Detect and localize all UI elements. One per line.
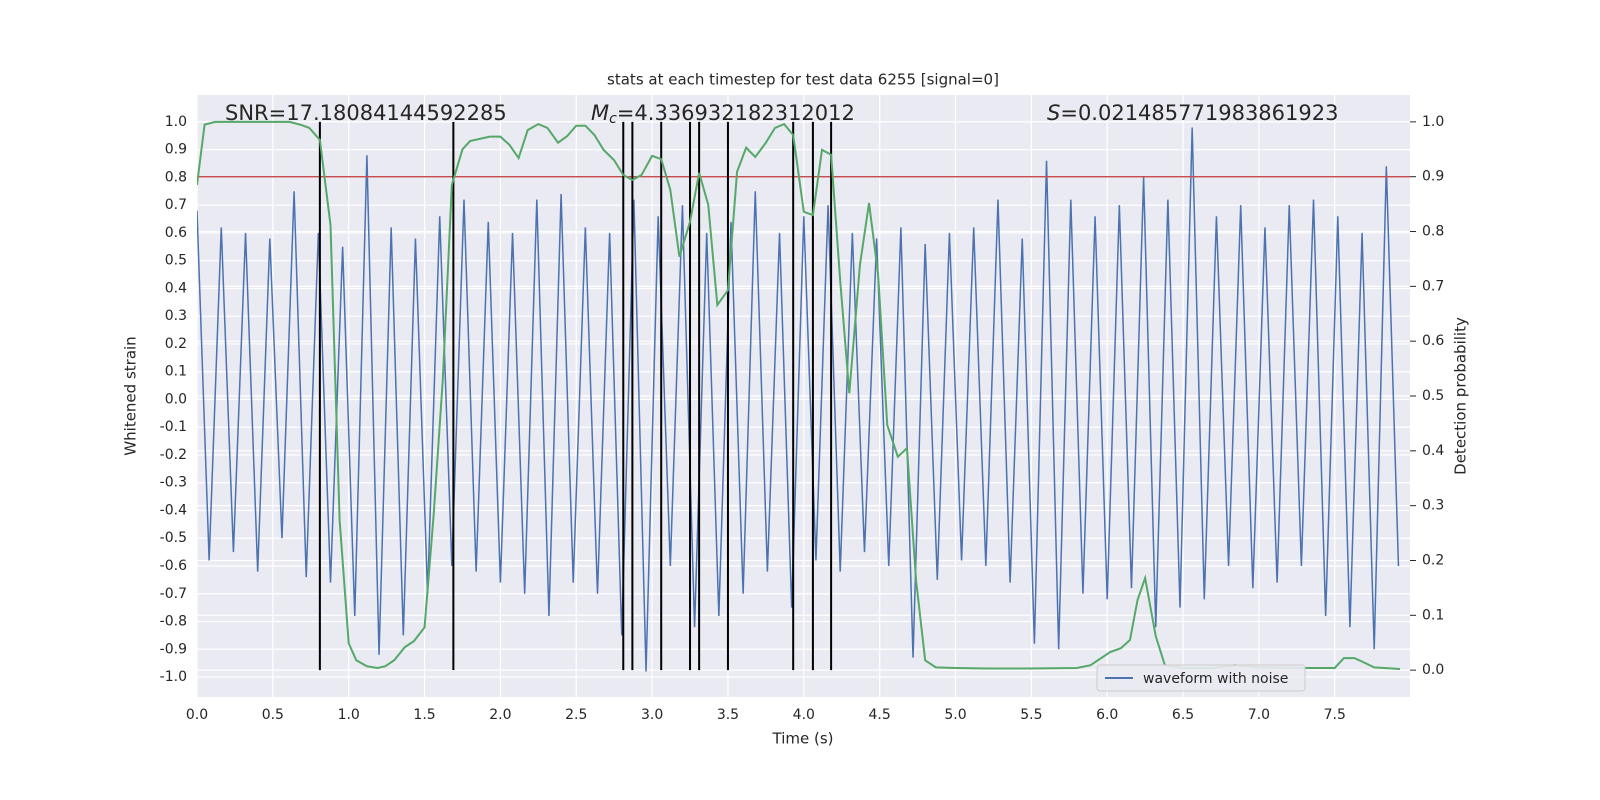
y-tick-label: -0.5 xyxy=(160,530,187,546)
x-tick-label: 6.0 xyxy=(1096,707,1118,723)
y-tick-label: 0.1 xyxy=(165,364,187,380)
y-tick-label: 0.5 xyxy=(165,253,187,269)
y-tick-label: -0.4 xyxy=(160,502,187,518)
annotation-symbol: M xyxy=(591,101,609,125)
y2-tick-label: 0.3 xyxy=(1422,498,1444,514)
y-tick-label: 0.9 xyxy=(165,142,187,158)
y-tick-label: 0.3 xyxy=(165,308,187,324)
x-tick-label: 0.0 xyxy=(186,707,208,723)
x-tick-label: 4.5 xyxy=(869,707,891,723)
x-tick-label: 4.0 xyxy=(793,707,815,723)
y2-tick-label: 0.4 xyxy=(1422,443,1444,459)
annotation: S=0.021485771983861923 xyxy=(1047,101,1338,125)
y-axis-label: Whitened strain xyxy=(122,336,140,455)
y-tick-label: -0.3 xyxy=(160,475,187,491)
y2-axis-label: Detection probability xyxy=(1452,317,1470,475)
x-tick-label: 3.5 xyxy=(717,707,739,723)
x-axis-label: Time (s) xyxy=(772,730,834,748)
y2-tick-label: 0.7 xyxy=(1422,278,1444,294)
legend-label: waveform with noise xyxy=(1143,671,1288,687)
x-tick-label: 0.5 xyxy=(262,707,284,723)
x-tick-label: 1.5 xyxy=(413,707,435,723)
y2-tick-label: 0.8 xyxy=(1422,224,1444,240)
x-tick-label: 3.0 xyxy=(641,707,663,723)
legend: waveform with noise xyxy=(1096,664,1306,692)
y2-tick-label: 0.1 xyxy=(1422,607,1444,623)
y-tick-label: -1.0 xyxy=(160,669,187,685)
y-tick-label: 0.4 xyxy=(165,280,187,296)
probability-line xyxy=(197,120,1401,671)
y-tick-label: -0.7 xyxy=(160,586,187,602)
y-tick-label: 0.0 xyxy=(165,391,187,407)
x-tick-label: 7.0 xyxy=(1248,707,1270,723)
y2-tick-label: 0.2 xyxy=(1422,552,1444,568)
annotation-symbol: S xyxy=(1047,101,1060,125)
y-tick-label: -0.8 xyxy=(160,614,187,630)
y-tick-label: 0.7 xyxy=(165,197,187,213)
legend-box xyxy=(1096,664,1306,692)
y-tick-label: 1.0 xyxy=(165,114,187,130)
y2-tick-label: 0.0 xyxy=(1422,662,1444,678)
x-tick-label: 2.0 xyxy=(489,707,511,723)
annotation-text: SNR=17.18084144592285 xyxy=(225,101,507,125)
annotation: SNR=17.18084144592285 xyxy=(225,101,507,125)
annotation-subscript: c xyxy=(609,111,617,127)
y-tick-label: 0.2 xyxy=(165,336,187,352)
annotation-text: =0.021485771983861923 xyxy=(1060,101,1338,125)
annotation: Mc=4.336932182312012 xyxy=(591,101,855,127)
x-tick-label: 5.0 xyxy=(944,707,966,723)
y-tick-label: -0.2 xyxy=(160,447,187,463)
x-tick-label: 2.5 xyxy=(565,707,587,723)
y-tick-label: -0.1 xyxy=(160,419,187,435)
x-tick-label: 1.0 xyxy=(338,707,360,723)
waveform-line xyxy=(197,127,1400,672)
chart-title: stats at each timestep for test data 625… xyxy=(607,71,999,89)
x-tick-label: 7.5 xyxy=(1324,707,1346,723)
y2-tick-label: 0.6 xyxy=(1422,333,1444,349)
y-tick-label: -0.6 xyxy=(160,558,187,574)
y-tick-label: 0.8 xyxy=(165,169,187,185)
y2-tick-label: 0.5 xyxy=(1422,388,1444,404)
y-tick-label: -0.9 xyxy=(160,641,187,657)
x-tick-label: 6.5 xyxy=(1172,707,1194,723)
plot-layer xyxy=(197,120,1410,672)
y2-tick-label: 0.9 xyxy=(1422,169,1444,185)
x-tick-label: 5.5 xyxy=(1020,707,1042,723)
annotation-text: =4.336932182312012 xyxy=(617,101,855,125)
y2-tick-label: 1.0 xyxy=(1422,114,1444,130)
y-tick-label: 0.6 xyxy=(165,225,187,241)
